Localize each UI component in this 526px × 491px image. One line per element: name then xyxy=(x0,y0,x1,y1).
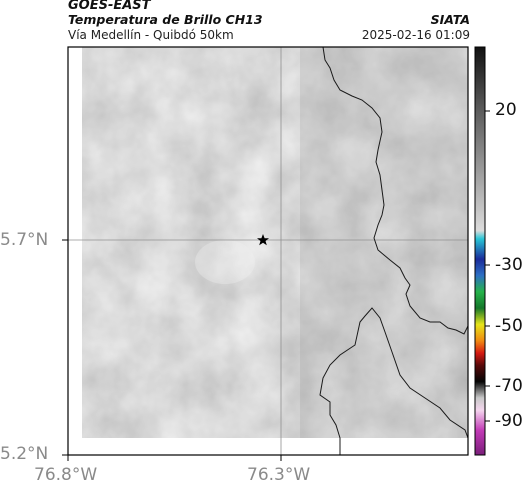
satellite-name: GOES-EAST xyxy=(68,0,151,13)
colorbar xyxy=(474,46,486,456)
organization-label: SIATA xyxy=(430,12,470,27)
product-title: Temperatura de Brillo CH13 xyxy=(68,12,263,27)
eastern-shading xyxy=(300,47,468,438)
star-marker-icon xyxy=(257,234,269,246)
map-frame xyxy=(67,46,469,456)
river-border xyxy=(319,307,469,455)
lon-tick-label: 76.8°W xyxy=(34,465,98,485)
lon-tick-label: 76.3°W xyxy=(247,465,311,485)
timestamp-label: 2025-02-16 01:09 xyxy=(361,28,470,42)
colorbar-label: -90 xyxy=(495,411,523,431)
brightness-temperature-layer xyxy=(82,47,468,438)
location-label: Vía Medellín - Quibdó 50km xyxy=(68,28,234,42)
lat-tick-label: 5.2°N xyxy=(0,444,49,464)
lat-tick-label: 5.7°N xyxy=(0,230,49,250)
warm-spot xyxy=(195,240,255,284)
colorbar-label: -50 xyxy=(495,316,523,336)
coastline xyxy=(322,46,469,335)
colorbar-label: -30 xyxy=(495,255,523,275)
colorbar-label: -70 xyxy=(495,376,523,396)
colorbar-label: 20 xyxy=(495,100,517,120)
